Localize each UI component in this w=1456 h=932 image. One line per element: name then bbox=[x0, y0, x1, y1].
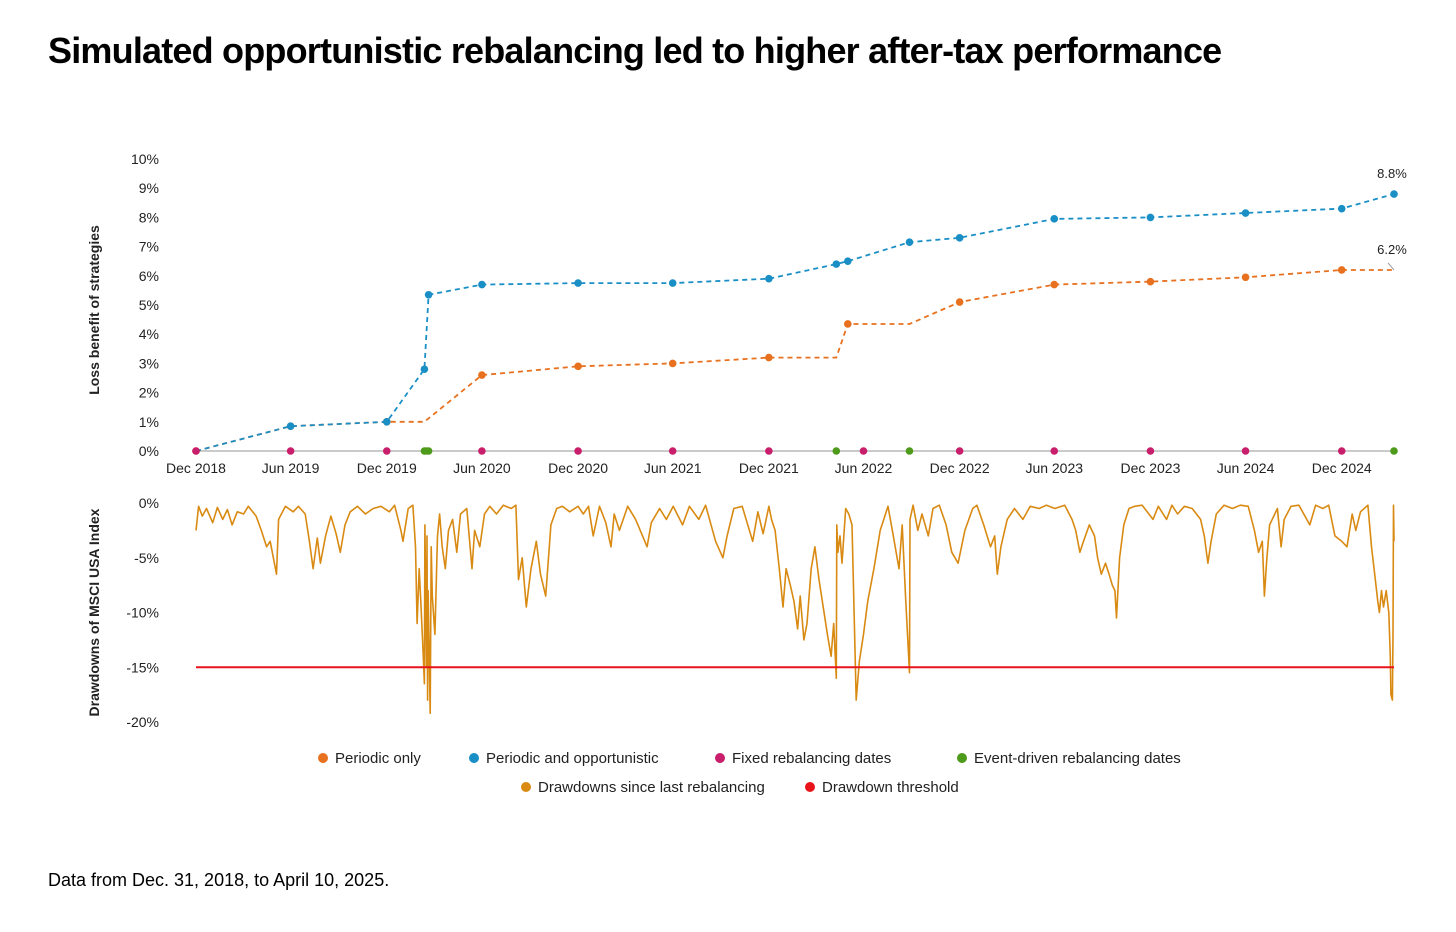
chart-area: 10% 9% 8% 7% 6% 5% 4% 3% 2% 1% 0% Loss benefit of s… bbox=[86, 151, 1407, 796]
periodic-only-end-label: 6.2% bbox=[1377, 242, 1407, 257]
fixed-rebalancing-marker bbox=[765, 447, 773, 455]
periodic-only-point bbox=[478, 371, 486, 379]
y-tick-label: -10% bbox=[126, 605, 159, 621]
legend-label: Event-driven rebalancing dates bbox=[974, 750, 1181, 767]
fixed-rebalancing-marker bbox=[286, 447, 295, 455]
periodic-opportunistic-line bbox=[195, 193, 1395, 452]
drawdown-panel: 0% -5% -10% -15% -20% Drawdowns of MSCI USA I… bbox=[86, 495, 1395, 730]
fixed-rebalancing-marker bbox=[192, 447, 200, 455]
y-tick-label: 5% bbox=[139, 297, 159, 313]
data-source-note: Data from Dec. 31, 2018, to April 10, 20… bbox=[48, 870, 390, 890]
legend-label: Fixed rebalancing dates bbox=[732, 750, 891, 767]
x-tick-label: Jun 2019 bbox=[262, 460, 320, 476]
fixed-rebalancing-marker bbox=[1241, 447, 1250, 455]
periodic-only-point bbox=[668, 359, 677, 368]
y-tick-label: 9% bbox=[139, 180, 159, 196]
periodic-opportunistic-point bbox=[424, 290, 433, 299]
legend-label: Periodic and opportunistic bbox=[486, 750, 659, 767]
periodic-only-point bbox=[1337, 266, 1346, 274]
periodic-only-point bbox=[1050, 280, 1059, 289]
legend-label: Drawdown threshold bbox=[822, 779, 959, 796]
y-tick-label: 10% bbox=[131, 151, 159, 167]
periodic-opportunistic-point bbox=[420, 365, 429, 374]
event-rebalancing-marker bbox=[832, 447, 841, 455]
legend-marker bbox=[957, 753, 967, 763]
periodic-only-point bbox=[1146, 277, 1155, 286]
fixed-rebalancing-marker bbox=[382, 447, 391, 455]
y-tick-label: -5% bbox=[134, 550, 159, 566]
periodic-opportunistic-point bbox=[668, 279, 677, 287]
event-rebalancing-marker bbox=[424, 447, 433, 455]
periodic-only-line bbox=[195, 269, 1394, 452]
periodic-opportunistic-point bbox=[1337, 204, 1346, 213]
end-label-leader bbox=[1387, 262, 1395, 271]
fixed-rebalancing-marker bbox=[1337, 447, 1346, 455]
legend-marker bbox=[318, 753, 328, 763]
legend-marker bbox=[469, 753, 479, 763]
periodic-opportunistic-point bbox=[286, 422, 295, 430]
legend-marker bbox=[715, 753, 725, 763]
legend-label: Periodic only bbox=[335, 750, 421, 767]
periodic-opportunistic-point bbox=[1241, 209, 1250, 217]
y-tick-label: 0% bbox=[139, 443, 159, 459]
y-tick-label: 1% bbox=[139, 414, 159, 430]
periodic-opportunistic-point bbox=[1146, 213, 1155, 222]
y-axis-title: Drawdowns of MSCI USA Index bbox=[86, 508, 102, 716]
y-tick-label: -15% bbox=[126, 659, 159, 675]
periodic-opportunistic-point bbox=[478, 280, 486, 289]
fixed-rebalancing-marker bbox=[1050, 447, 1059, 455]
periodic-opportunistic-point bbox=[1050, 215, 1059, 223]
y-tick-label: 3% bbox=[139, 355, 159, 371]
x-tick-label: Dec 2024 bbox=[1312, 460, 1372, 476]
legend-label: Drawdowns since last rebalancing bbox=[538, 779, 765, 796]
x-tick-label: Dec 2022 bbox=[930, 460, 990, 476]
periodic-opportunistic-point bbox=[832, 260, 841, 268]
periodic-opportunistic-end-label: 8.8% bbox=[1377, 166, 1407, 181]
periodic-opportunistic-point bbox=[955, 234, 964, 242]
fixed-rebalancing-marker bbox=[574, 447, 582, 455]
y-tick-label: 2% bbox=[139, 385, 159, 401]
x-tick-label: Dec 2018 bbox=[166, 460, 226, 476]
periodic-opportunistic-point bbox=[905, 238, 914, 247]
periodic-opportunistic-point bbox=[382, 418, 391, 426]
x-tick-label: Dec 2019 bbox=[357, 460, 417, 476]
legend-marker bbox=[521, 782, 531, 792]
event-rebalancing-marker bbox=[905, 447, 914, 455]
x-tick-label: Jun 2020 bbox=[453, 460, 511, 476]
x-tick-label: Jun 2024 bbox=[1217, 460, 1275, 476]
x-tick-label: Dec 2023 bbox=[1120, 460, 1180, 476]
y-tick-label: 6% bbox=[139, 268, 159, 284]
periodic-opportunistic-point bbox=[843, 257, 852, 266]
y-tick-label: 4% bbox=[139, 326, 159, 342]
fixed-rebalancing-marker bbox=[668, 447, 677, 455]
x-tick-label: Dec 2020 bbox=[548, 460, 608, 476]
x-tick-label: Jun 2021 bbox=[644, 460, 702, 476]
loss-benefit-panel: 10% 9% 8% 7% 6% 5% 4% 3% 2% 1% 0% Loss benefit of s… bbox=[86, 151, 1407, 476]
periodic-only-point bbox=[765, 353, 773, 362]
y-tick-label: 0% bbox=[139, 495, 159, 511]
chart-title: Simulated opportunistic rebalancing led … bbox=[48, 30, 1222, 71]
y-tick-label: -20% bbox=[126, 714, 159, 730]
periodic-only-point bbox=[955, 298, 964, 306]
periodic-only-point bbox=[574, 362, 582, 371]
fixed-rebalancing-marker bbox=[478, 447, 486, 455]
fixed-rebalancing-marker bbox=[1146, 447, 1155, 455]
y-tick-label: 7% bbox=[139, 239, 159, 255]
drawdown-line bbox=[195, 504, 1395, 714]
event-rebalancing-marker bbox=[1390, 447, 1398, 455]
periodic-opportunistic-point bbox=[574, 279, 582, 287]
x-tick-label: Jun 2022 bbox=[835, 460, 893, 476]
fixed-rebalancing-marker bbox=[955, 447, 964, 455]
y-axis-title: Loss benefit of strategies bbox=[86, 225, 102, 395]
periodic-only-point bbox=[1241, 273, 1250, 282]
x-tick-label: Jun 2023 bbox=[1025, 460, 1083, 476]
periodic-only-point bbox=[843, 320, 852, 328]
periodic-opportunistic-point bbox=[765, 274, 773, 283]
periodic-opportunistic-point bbox=[1390, 190, 1398, 198]
legend-marker bbox=[805, 782, 815, 792]
y-tick-label: 8% bbox=[139, 209, 159, 225]
x-tick-label: Dec 2021 bbox=[739, 460, 799, 476]
legend: Periodic only Periodic and opportunistic F… bbox=[318, 750, 1181, 796]
fixed-rebalancing-marker bbox=[859, 447, 868, 455]
